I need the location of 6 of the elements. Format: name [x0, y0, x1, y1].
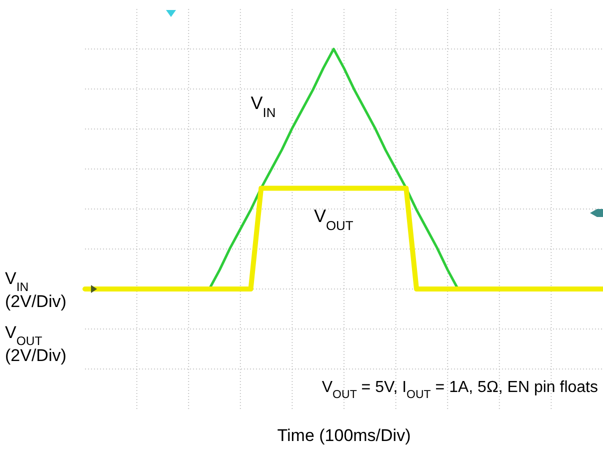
- text: V$_{OUT}$ = 5V, I$_{OUT}$ = 1A, 5Ω, EN pin floats: [322, 379, 598, 401]
- series-label: V$_{OUT}$: [314, 206, 354, 233]
- series-label: V$_{IN}$: [250, 93, 276, 120]
- text: V$_{IN}$ (2V/Div): [5, 269, 66, 311]
- text: Time (100ms/Div): [277, 426, 411, 445]
- text: V$_{OUT}$ (2V/Div): [5, 323, 66, 365]
